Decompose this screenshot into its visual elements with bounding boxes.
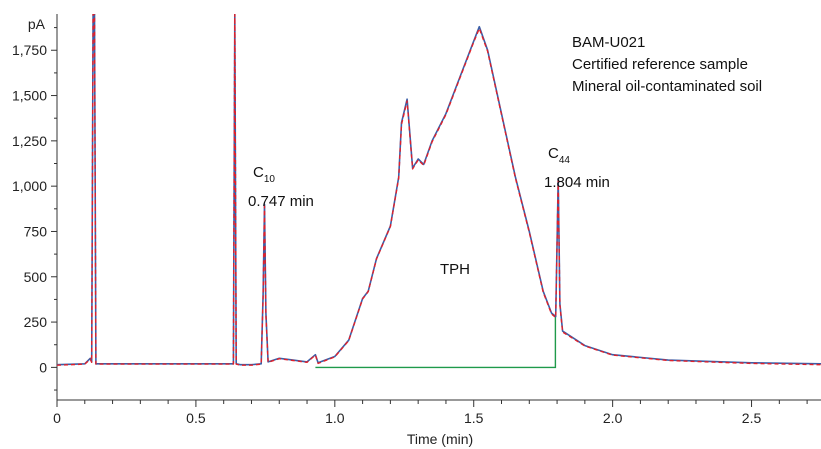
tph-label: TPH <box>440 261 470 278</box>
y-tick-label: 1,000 <box>12 178 47 194</box>
sample-id-text: BAM-U021 <box>572 34 645 51</box>
x-tick-label: 1.0 <box>325 410 345 426</box>
y-axis-label: pA <box>28 16 46 32</box>
x-axis-label: Time (min) <box>407 431 473 447</box>
x-tick-label: 1.5 <box>464 410 484 426</box>
tick-group: 0 250 500 750 1,000 1,250 1,500 1,750 0 0.5 1.0 1.5… <box>12 27 808 426</box>
series-group <box>57 14 821 369</box>
y-tick-label: 1,750 <box>12 42 47 58</box>
x-tick-label: 0 <box>53 410 61 426</box>
x-tick-label: 2.5 <box>742 410 762 426</box>
trace-2-line <box>57 14 821 366</box>
y-tick-label: 1,250 <box>12 133 47 149</box>
y-tick-label: 500 <box>24 269 48 285</box>
y-tick-label: 0 <box>39 359 47 375</box>
c10-time-label: 0.747 min <box>248 193 314 210</box>
sample-matrix-text: Mineral oil-contaminated soil <box>572 78 762 95</box>
c44-label: C44 <box>548 145 570 166</box>
c44-time-label: 1.804 min <box>544 174 610 191</box>
y-tick-label: 1,500 <box>12 88 47 104</box>
c10-label: C10 <box>253 164 275 185</box>
axes <box>56 14 821 401</box>
y-tick-label: 750 <box>24 223 48 239</box>
sample-type-text: Certified reference sample <box>572 56 748 73</box>
x-tick-label: 0.5 <box>186 410 206 426</box>
x-tick-label: 2.0 <box>603 410 623 426</box>
y-tick-label: 250 <box>24 314 48 330</box>
tph-baseline-line <box>315 314 557 369</box>
